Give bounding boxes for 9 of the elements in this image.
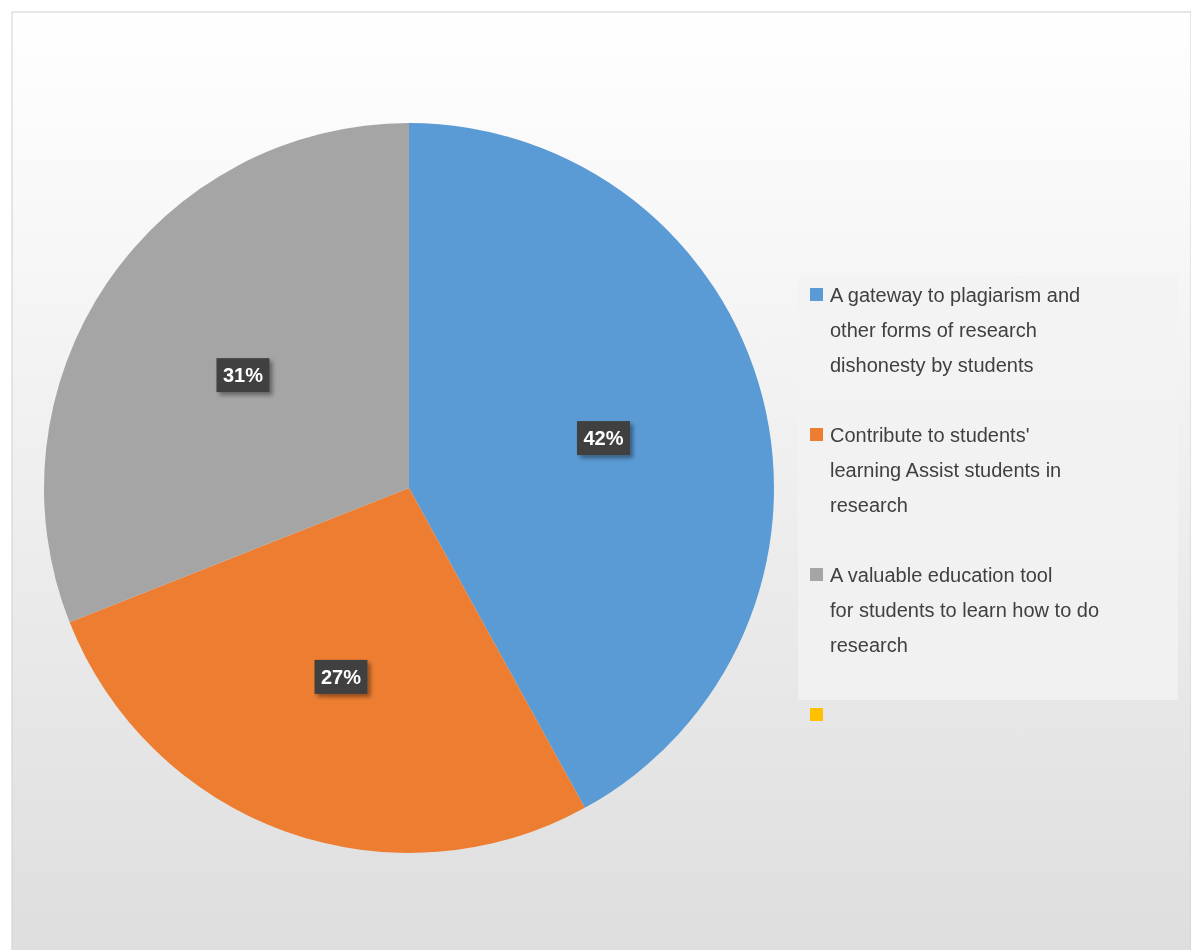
legend-label: A gateway to plagiarism and other forms of research dishonesty by students bbox=[830, 284, 1081, 376]
data-label: 42% bbox=[583, 427, 624, 450]
pie-slice bbox=[409, 123, 774, 808]
legend-label: Contribute to students' learning Assist students in research bbox=[830, 424, 1062, 516]
pie-slice bbox=[44, 123, 409, 623]
legend-label: A valuable education tool for students to learn how to do research bbox=[830, 564, 1100, 656]
data-label: 27% bbox=[320, 665, 362, 688]
pie-slice bbox=[69, 488, 585, 853]
data-label: 31% bbox=[222, 364, 264, 387]
